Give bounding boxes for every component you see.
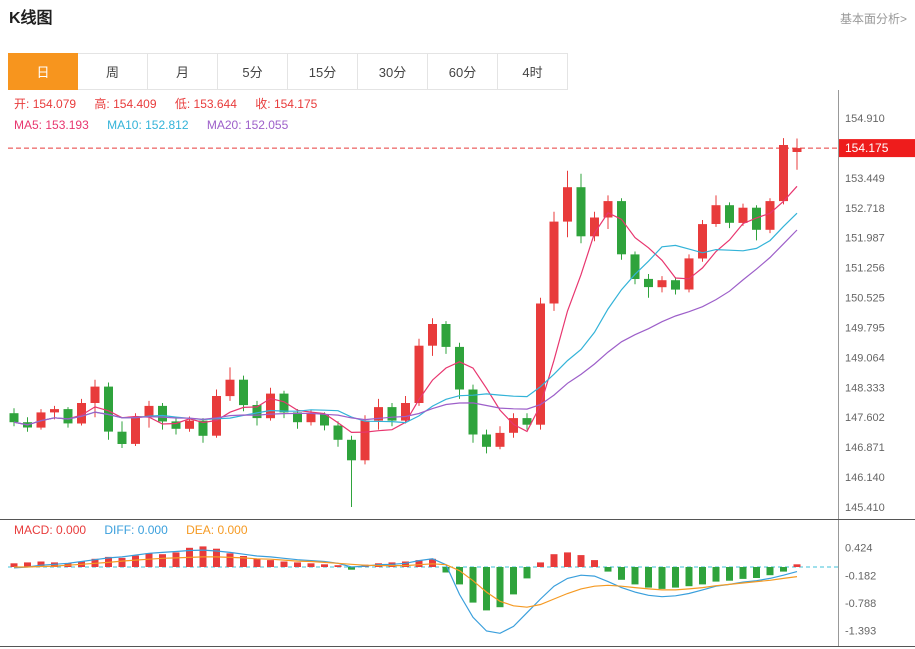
price-axis-label: 150.525 [845, 293, 885, 305]
ma20-line [13, 229, 798, 426]
svg-text:154.175: 154.175 [845, 141, 889, 155]
price-axis-label: 146.140 [845, 472, 885, 484]
price-axis-label: 151.256 [845, 263, 885, 275]
price-axis-labels: 154.910 153.449 152.718 151.987 151.256 150.5… [845, 113, 885, 514]
fundamental-analysis-link[interactable]: 基本面分析> [839, 12, 907, 26]
price-axis-label: 147.602 [845, 412, 885, 424]
price-axis-label: 154.910 [845, 113, 885, 125]
page-title: K线图 [9, 10, 53, 27]
macd-axis-label: -1.393 [845, 626, 876, 638]
ma10-line [13, 212, 798, 426]
ma5-line [13, 185, 798, 434]
price-axis-label: 152.718 [845, 203, 885, 215]
current-price-tag: 154.175 [839, 139, 915, 158]
tab-month[interactable]: 月 [148, 53, 218, 90]
macd-axis-label: -0.182 [845, 570, 876, 582]
macd-axis-labels: 0.424 -0.182 -0.788 -1.393 [845, 543, 876, 638]
candles-layer [9, 138, 802, 507]
price-axis-label: 148.333 [845, 382, 885, 394]
candlestick-chart-canvas[interactable]: 154.910 153.449 152.718 151.987 151.256 150.5… [0, 90, 915, 649]
tab-min15[interactable]: 15分 [288, 53, 358, 90]
chart-borders [0, 90, 915, 647]
kline-chart-area: 开: 154.079 高: 154.409 低: 153.644 收: 154.… [0, 90, 915, 649]
dea-line [14, 556, 798, 608]
price-axis-label: 149.795 [845, 322, 885, 334]
price-axis-label: 153.449 [845, 173, 885, 185]
diff-line [13, 549, 798, 634]
macd-axis-label: 0.424 [845, 543, 873, 555]
tab-hour4[interactable]: 4时 [498, 53, 568, 90]
tab-min30[interactable]: 30分 [358, 53, 428, 90]
price-axis-label: 149.064 [845, 352, 885, 364]
tab-week[interactable]: 周 [78, 53, 148, 90]
macd-axis-label: -0.788 [845, 598, 876, 610]
price-axis-label: 151.987 [845, 233, 885, 245]
price-axis-label: 145.410 [845, 502, 885, 514]
tab-min60[interactable]: 60分 [428, 53, 498, 90]
tab-day[interactable]: 日 [8, 53, 78, 90]
tab-min5[interactable]: 5分 [218, 53, 288, 90]
price-axis-label: 146.871 [845, 442, 885, 454]
header: K线图 基本面分析> [0, 0, 915, 42]
timeframe-tabs: 日周月 5分 15分 30分 60分 4时 [8, 53, 915, 90]
